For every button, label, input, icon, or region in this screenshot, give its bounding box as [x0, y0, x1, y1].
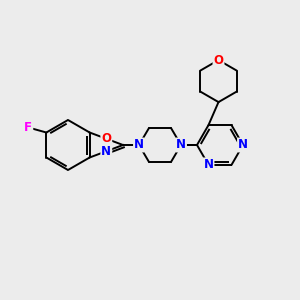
Text: O: O	[214, 54, 224, 67]
Text: N: N	[176, 139, 186, 152]
Text: O: O	[101, 132, 111, 145]
Text: F: F	[24, 121, 32, 134]
Text: N: N	[203, 158, 214, 171]
Text: N: N	[238, 139, 248, 152]
Text: N: N	[101, 145, 111, 158]
Text: N: N	[134, 139, 144, 152]
